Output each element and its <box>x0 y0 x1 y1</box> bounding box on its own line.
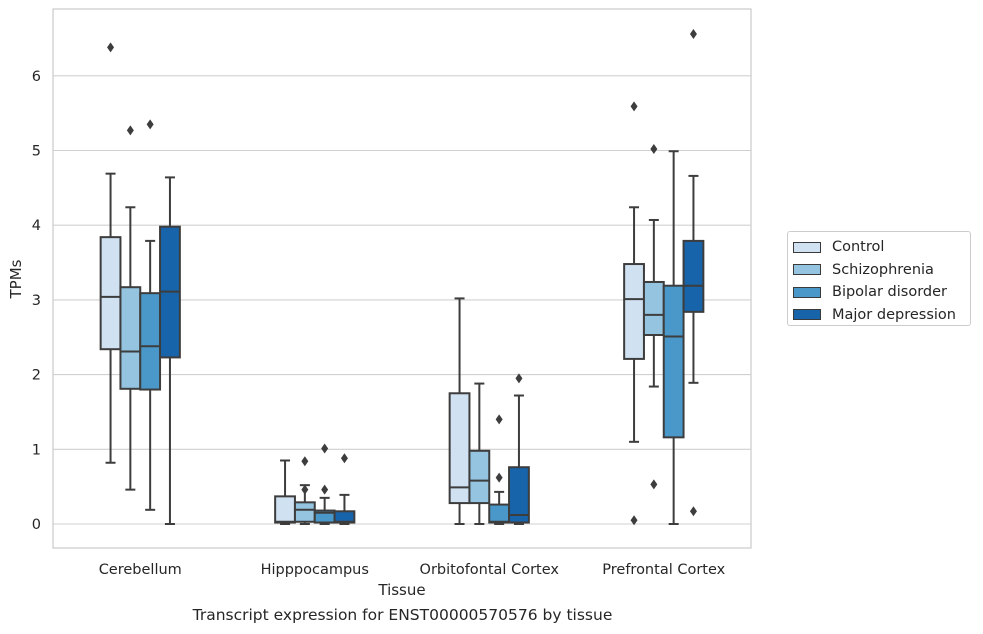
outlier-point <box>495 472 503 483</box>
outlier-point <box>146 119 154 130</box>
outlier-point <box>689 28 697 39</box>
box-body <box>293 501 316 523</box>
box-body <box>488 503 511 524</box>
box-schizophrenia <box>642 144 665 490</box>
box-control <box>99 42 122 464</box>
x-tick-label: Hipppocampus <box>261 562 369 578</box>
figure-caption: Transcript expression for ENST0000057057… <box>192 606 613 624</box>
legend-label: Control <box>832 239 885 256</box>
y-tick-label: 3 <box>32 293 41 309</box>
box-body <box>139 292 162 391</box>
legend-swatch <box>793 286 821 298</box>
box-schizophrenia <box>468 382 491 525</box>
outlier-point <box>126 125 134 136</box>
x-tick-label: Prefrontal Cortex <box>602 562 725 578</box>
x-tick-labels: Cerebellum Hipppocampus Orbitofontal Corte… <box>99 562 726 578</box>
box-body <box>642 280 665 337</box>
y-tick-label: 5 <box>32 144 41 160</box>
box-bipolar-disorder <box>488 414 511 525</box>
outlier-point <box>321 443 329 454</box>
legend: Control Schizophrenia Bipolar disorder Majo… <box>787 231 971 326</box>
outlier-point <box>630 101 638 112</box>
outlier-point <box>301 456 309 467</box>
y-tick-label: 2 <box>32 368 41 384</box>
x-axis-label: Tissue <box>377 581 425 599</box>
outlier-point <box>515 373 523 384</box>
box-body <box>508 466 530 524</box>
y-tick-label: 0 <box>32 517 41 533</box>
legend-label: Major depression <box>832 306 956 323</box>
x-tick-label: Orbitofontal Cortex <box>420 562 560 578</box>
legend-label: Bipolar disorder <box>832 284 947 301</box>
legend-swatch <box>793 264 821 276</box>
box-bipolar-disorder <box>662 150 685 525</box>
box-bipolar-disorder <box>313 443 336 525</box>
box-major-depression <box>682 28 705 517</box>
y-axis-label: TPMs <box>7 259 25 299</box>
outlier-point <box>650 479 658 490</box>
box-body <box>682 239 705 313</box>
outlier-point <box>630 515 638 526</box>
plot-background <box>53 9 751 548</box>
legend-item: Major depression <box>793 304 970 327</box>
outlier-point <box>301 484 309 495</box>
box-body <box>662 284 685 439</box>
boxes-layer <box>99 28 705 526</box>
legend-item: Bipolar disorder <box>793 281 970 304</box>
y-tick-labels: 0 1 2 3 4 5 6 <box>32 69 41 533</box>
legend-swatch <box>793 241 821 253</box>
box-body <box>468 449 491 505</box>
box-major-depression <box>508 373 530 525</box>
legend-label: Schizophrenia <box>832 261 934 278</box>
box-control <box>274 459 296 525</box>
y-tick-label: 1 <box>32 442 41 458</box>
outlier-point <box>340 453 348 464</box>
box-major-depression <box>159 176 181 525</box>
outlier-point <box>321 484 329 495</box>
box-body <box>448 392 471 505</box>
legend-item: Control <box>793 236 970 259</box>
legend-item: Schizophrenia <box>793 259 970 282</box>
box-schizophrenia <box>119 125 142 491</box>
box-control <box>448 297 471 525</box>
box-control <box>623 101 645 526</box>
box-body <box>119 286 142 390</box>
plot-frame <box>52 8 752 549</box>
box-body <box>274 495 296 524</box>
x-tick-label: Cerebellum <box>99 562 182 578</box>
legend-swatch <box>793 309 821 321</box>
y-tick-label: 4 <box>32 218 41 234</box>
outlier-point <box>495 414 503 425</box>
box-body <box>623 263 645 360</box>
box-major-depression <box>333 453 356 525</box>
outlier-point <box>689 506 697 517</box>
outlier-point <box>107 42 115 53</box>
y-tick-label: 6 <box>32 69 41 85</box>
outlier-point <box>650 144 658 155</box>
box-schizophrenia <box>293 456 316 525</box>
box-body <box>99 236 122 351</box>
